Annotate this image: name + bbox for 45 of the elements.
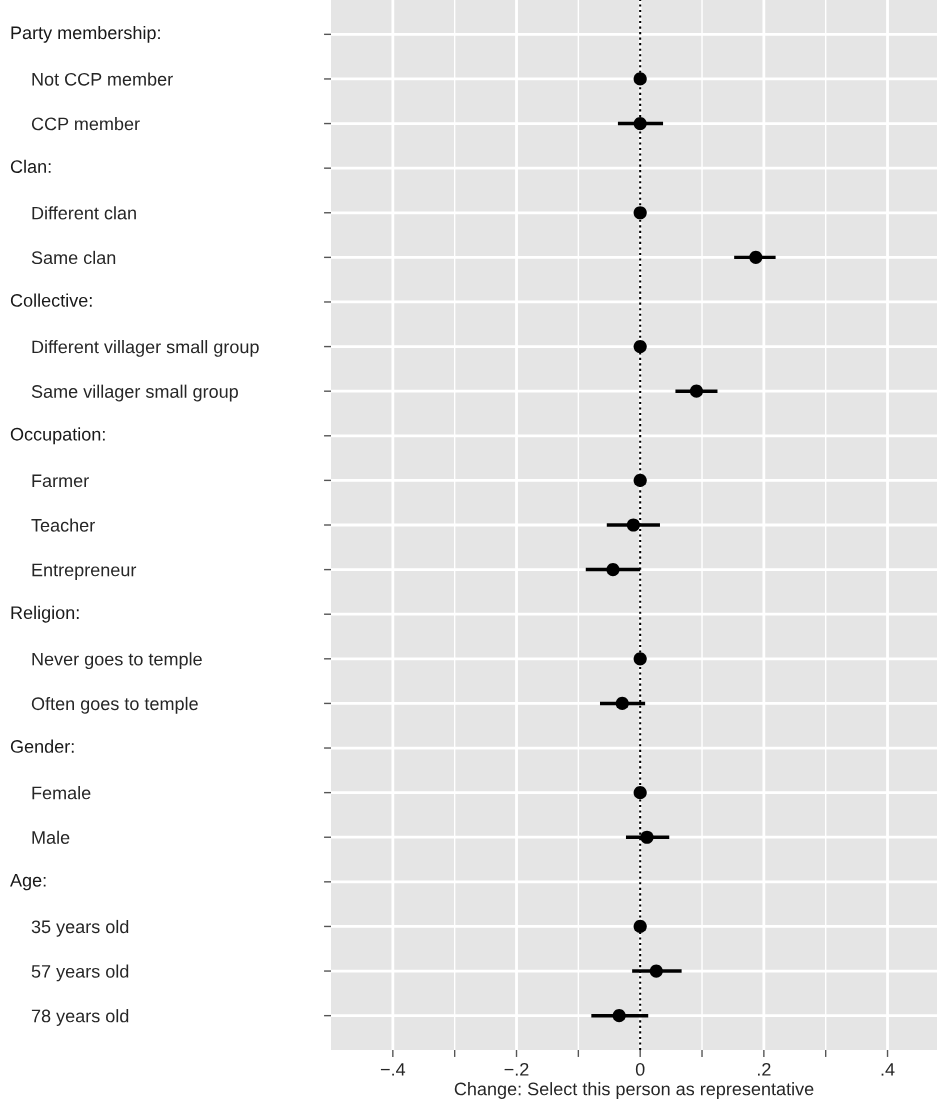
text: Collective:: [10, 293, 92, 307]
text: Occupation:: [10, 427, 105, 445]
y-tick-label: Farmer: [32, 474, 89, 488]
y-tick-label: Never goes to temple: [32, 652, 202, 670]
text: Religion:: [11, 605, 79, 623]
y-tick-label: 57 years old: [31, 964, 129, 982]
point: [612, 1009, 626, 1023]
point: [633, 919, 647, 934]
y-tick-label: CCP member: [31, 117, 140, 131]
point: [749, 250, 763, 264]
y-tick-label: Different villager small group: [32, 340, 259, 357]
point: [626, 518, 640, 532]
x-tick-label: 0: [635, 1062, 645, 1076]
point: [633, 206, 647, 220]
point: [633, 339, 647, 354]
x-tick-label: −.4: [380, 1063, 406, 1076]
text: Clan:: [10, 159, 51, 174]
y-tick-label: Entrepreneur: [32, 563, 137, 580]
y-tick-label: Same villager small group: [31, 384, 238, 402]
point: [689, 384, 704, 398]
y-tick-label: Male: [32, 830, 70, 844]
y-tick-label: 35 years old: [31, 919, 129, 937]
text: Gender:: [10, 739, 74, 753]
y-tick-label: Not CCP member: [32, 72, 173, 86]
point: [640, 830, 654, 844]
point: [633, 72, 647, 86]
y-tick-label: Same clan: [31, 250, 116, 265]
point: [615, 696, 629, 711]
x-tick-label: −.2: [504, 1062, 529, 1076]
x-tick-label: .4: [881, 1063, 895, 1076]
point: [633, 473, 647, 487]
y-tick-label: Different clan: [32, 206, 136, 220]
x-tick-label: .2: [757, 1062, 771, 1076]
y-tick-label: Teacher: [31, 518, 95, 532]
point: [606, 563, 620, 577]
point: [649, 964, 663, 978]
y-tick-label: Often goes to temple: [31, 696, 198, 714]
point: [633, 652, 647, 666]
x-axis-title: Change: Select this person as representative: [454, 1082, 814, 1099]
text: Age:: [10, 874, 46, 891]
point: [633, 786, 647, 800]
y-tick-label: Female: [32, 786, 91, 800]
point: [633, 116, 647, 131]
y-tick-label: 78 years old: [31, 1009, 129, 1026]
text: Party membership:: [11, 25, 160, 43]
